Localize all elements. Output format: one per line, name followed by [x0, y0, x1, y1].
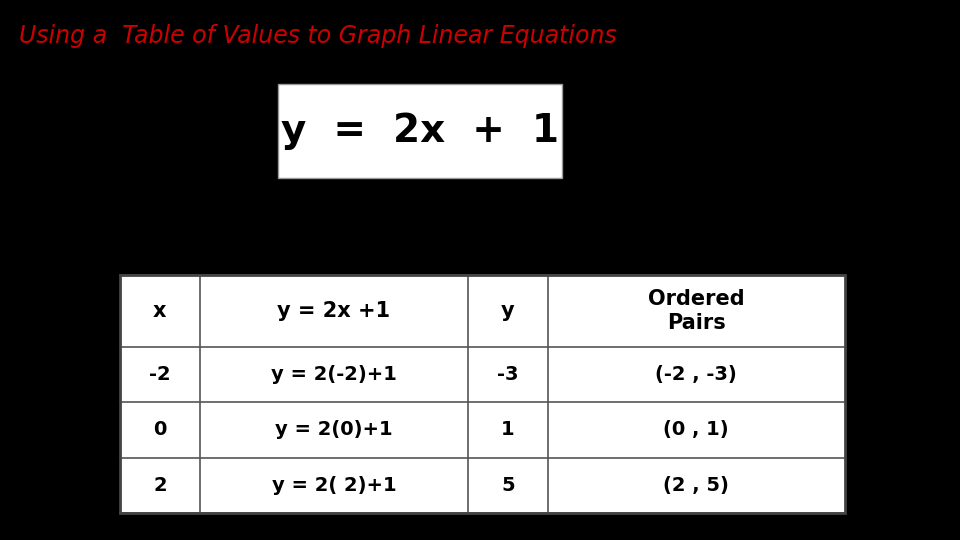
- Text: (2 , 5): (2 , 5): [663, 476, 730, 495]
- Text: y = 2(0)+1: y = 2(0)+1: [275, 420, 393, 440]
- Text: 1: 1: [501, 420, 515, 440]
- Text: (0 , 1): (0 , 1): [663, 420, 729, 440]
- Text: Ordered
Pairs: Ordered Pairs: [648, 289, 745, 333]
- Text: x: x: [153, 301, 167, 321]
- Bar: [120, 275, 845, 513]
- Text: -2: -2: [149, 365, 171, 384]
- Bar: [278, 84, 562, 178]
- Bar: [120, 275, 845, 513]
- Text: y = 2( 2)+1: y = 2( 2)+1: [272, 476, 396, 495]
- Text: Using a  Table of Values to Graph Linear Equations: Using a Table of Values to Graph Linear …: [19, 24, 617, 48]
- Text: (-2 , -3): (-2 , -3): [656, 365, 737, 384]
- Text: y = 2x +1: y = 2x +1: [277, 301, 391, 321]
- Text: 2: 2: [153, 476, 167, 495]
- Text: 5: 5: [501, 476, 515, 495]
- Text: y  =  2x  +  1: y = 2x + 1: [281, 112, 559, 150]
- Text: -3: -3: [497, 365, 518, 384]
- Text: y = 2(-2)+1: y = 2(-2)+1: [271, 365, 396, 384]
- Text: y: y: [501, 301, 515, 321]
- Text: 0: 0: [154, 420, 166, 440]
